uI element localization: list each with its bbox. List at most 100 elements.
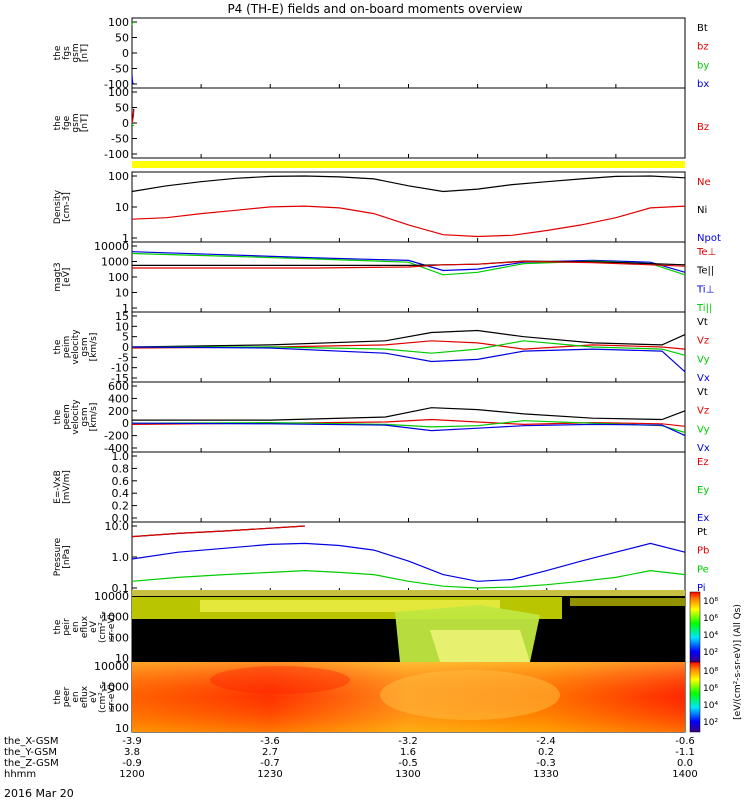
legend-Vt: Vt	[697, 387, 708, 398]
series-Ni	[131, 175, 686, 193]
x-row-value: 1230	[257, 769, 282, 780]
y-axis-label: eV	[89, 620, 99, 633]
y-axis-label: Pressure	[53, 537, 63, 576]
series-Te⊥	[132, 260, 686, 269]
y-tick-label: 50	[115, 102, 129, 115]
colorbar-tick-label: 10²	[703, 648, 718, 658]
series-Vy	[132, 340, 686, 356]
series-Bz	[131, 110, 135, 124]
legend-Ni: Ni	[697, 205, 707, 216]
y-tick-label: 1000	[101, 681, 129, 694]
y-tick-label: 10	[115, 722, 129, 735]
x-row-value: -0.9	[122, 758, 142, 769]
y-tick-label: 0.6	[112, 475, 130, 488]
panel-efield: 1.00.80.60.40.20.0 E=-VxB [mV/m] Ez Ey Ex	[53, 450, 709, 525]
y-axis-label: [nT]	[80, 44, 90, 62]
date-label: 2016 Mar 20	[4, 787, 74, 800]
panel-frame-efield	[131, 451, 686, 523]
legend-Te||: Te||	[696, 266, 714, 277]
x-row-value: -0.5	[398, 758, 418, 769]
y-axis-label: [km/s]	[89, 403, 99, 432]
y-axis-label: the	[53, 339, 63, 354]
y-tick-label: 600	[108, 380, 129, 393]
series-Vt	[132, 407, 686, 421]
series-by	[131, 21, 134, 26]
legend-Pi: Pi	[697, 583, 706, 594]
panel-temp: 10000 1000 100 10 1 magt3 [eV] Te⊥ Te|| Ti⊥ Ti||	[53, 240, 716, 315]
legend-Ez: Ez	[697, 457, 709, 468]
legend-Vz: Vz	[697, 406, 709, 417]
x-row-value: 0.2	[538, 747, 554, 758]
y-axis-label: [km/s]	[89, 333, 99, 362]
peer-spectrogram	[132, 662, 685, 732]
y-tick-label: -15	[111, 372, 129, 385]
y-axis-label: gsm	[71, 43, 81, 62]
y-tick-label: 0.1	[112, 582, 130, 595]
y-axis-label: gsm	[80, 407, 90, 426]
y-tick-label: 1	[122, 232, 129, 245]
y-axis-label: sr-eV)	[107, 684, 117, 710]
y-axis-label: eflux	[80, 615, 90, 638]
series-Pe	[131, 569, 686, 589]
y-tick-label: 10	[115, 320, 129, 333]
x-row-value: -0.6	[675, 736, 695, 747]
legend-Ex: Ex	[697, 513, 709, 524]
y-axis-label: eflux	[80, 685, 90, 708]
panel-frame-fge	[131, 87, 686, 159]
colorbar-label: [eV/(cm²-s-sr-eV)] (All Qs)	[733, 604, 743, 720]
x-row-label: the_Y-GSM	[4, 747, 57, 758]
y-tick-label: 0.0	[112, 512, 130, 525]
panel-frame-temp	[131, 241, 686, 313]
y-axis-label: en	[71, 691, 81, 702]
y-tick-label: 10	[115, 287, 129, 300]
x-row-value: 1200	[119, 769, 144, 780]
series-Pi	[131, 542, 686, 582]
y-axis-label: (cm²-s-	[98, 611, 108, 643]
y-axis-label: magt3	[53, 262, 63, 291]
y-tick-label: 50	[115, 32, 129, 45]
legend-Pt: Pt	[697, 527, 707, 538]
y-tick-label: -10	[111, 362, 129, 375]
y-tick-label: 1	[122, 302, 129, 315]
y-tick-label: 0.8	[112, 462, 130, 475]
legend-bz: bz	[697, 42, 709, 53]
legend-Pe: Pe	[697, 564, 709, 575]
y-tick-label: -100	[104, 78, 129, 91]
legend-by: by	[697, 60, 709, 71]
x-row-value: -0.3	[536, 758, 556, 769]
series-By	[131, 123, 135, 127]
series-Vz	[131, 340, 686, 350]
y-tick-label: -200	[104, 430, 129, 443]
y-axis-label: eV	[89, 690, 99, 703]
legend-Vx: Vx	[697, 373, 710, 384]
panel-pressure: 10.0 1.0 0.1 Pressure [nPa] Pt Pb Pe Pi	[53, 520, 709, 595]
y-tick-label: 0	[122, 417, 129, 430]
series-Vt	[131, 329, 686, 348]
series-Ti⊥	[131, 251, 686, 273]
y-tick-label: 10000	[94, 240, 129, 253]
y-tick-label: 100	[108, 16, 129, 29]
y-tick-label: 10.0	[105, 520, 130, 533]
panel-fgs: 100 50 0 -50 -100 the fgs gsm [nT] Bt bz by bx	[53, 16, 709, 91]
panel-frame-peem	[131, 381, 686, 453]
x-row-value: 0.0	[677, 758, 693, 769]
x-row-label: the_Z-GSM	[4, 758, 59, 769]
y-tick-label: 200	[108, 405, 129, 418]
series-Vx	[131, 346, 686, 373]
y-axis-label: peem	[62, 404, 72, 430]
legend-Vx: Vx	[697, 443, 710, 454]
series-Vx	[131, 422, 686, 437]
y-tick-label: 100	[108, 701, 129, 714]
colorbar-peer	[689, 661, 701, 733]
x-row-value: -3.9	[122, 736, 142, 747]
y-tick-label: 1000	[101, 611, 129, 624]
colorbar-peir	[689, 591, 701, 663]
y-axis-label: gsm	[80, 337, 90, 356]
y-tick-label: -100	[104, 148, 129, 161]
legend-Te⊥: Te⊥	[696, 247, 716, 258]
y-axis-label: velocity	[71, 399, 81, 435]
y-axis-label: velocity	[71, 329, 81, 365]
legend-Vy: Vy	[697, 424, 710, 435]
